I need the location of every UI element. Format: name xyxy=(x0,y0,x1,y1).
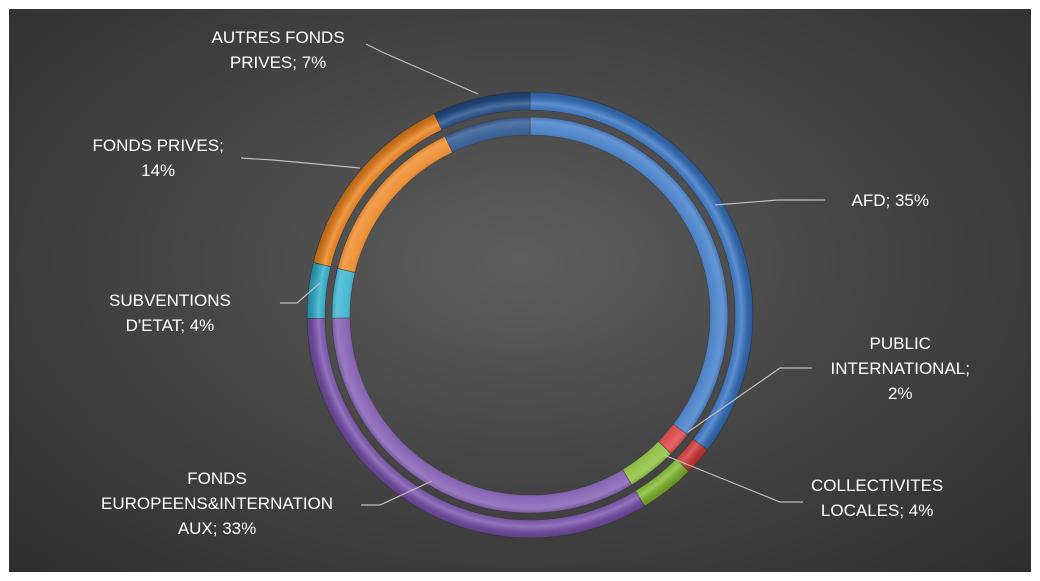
data-label-line: 14% xyxy=(141,161,176,180)
slice-4-ring-inner xyxy=(331,267,356,319)
data-label-line: 2% xyxy=(887,383,913,403)
leader-line-4 xyxy=(280,282,321,304)
leader-line-1 xyxy=(687,367,812,433)
data-label-2: COLLECTIVITES LOCALES; 4% xyxy=(811,473,943,523)
slice-0-ring-inner xyxy=(529,116,729,436)
data-label-1: PUBLIC INTERNATIONAL; 2% xyxy=(831,331,970,406)
data-label-line: AUTRES FONDS xyxy=(211,28,345,47)
leader-line-3 xyxy=(361,480,433,506)
data-label-line: EUROPEENS&INTERNATION xyxy=(101,493,334,513)
data-label-line: SUBVENTIONS xyxy=(109,291,231,310)
data-label-line: AUX; 33% xyxy=(177,518,257,538)
data-label-line: FONDS PRIVES; xyxy=(92,136,224,155)
data-label-line: PUBLIC xyxy=(869,333,931,353)
data-label-4: SUBVENTIONS D'ETAT; 4% xyxy=(109,288,231,338)
data-label-line: LOCALES; 4% xyxy=(820,501,934,520)
data-label-0: AFD; 35% xyxy=(852,188,929,213)
data-label-line: D'ETAT; 4% xyxy=(125,316,215,335)
leader-line-6 xyxy=(365,43,479,95)
data-label-line: COLLECTIVITES xyxy=(811,476,944,495)
data-label-line: PRIVES; 7% xyxy=(229,53,327,72)
data-label-line: AFD; 35% xyxy=(851,190,929,210)
leader-line-0 xyxy=(714,199,825,206)
data-label-5: FONDS PRIVES; 14% xyxy=(93,133,224,183)
data-label-6: AUTRES FONDS PRIVES; 7% xyxy=(212,25,345,75)
data-label-line: INTERNATIONAL; xyxy=(830,358,970,378)
data-label-line: FONDS xyxy=(187,468,247,488)
slice-3-ring-inner xyxy=(331,317,633,514)
leader-line-5 xyxy=(240,157,361,169)
data-label-3: FONDS EUROPEENS&INTERNATION AUX; 33% xyxy=(101,466,333,541)
leader-line-2 xyxy=(663,454,803,503)
